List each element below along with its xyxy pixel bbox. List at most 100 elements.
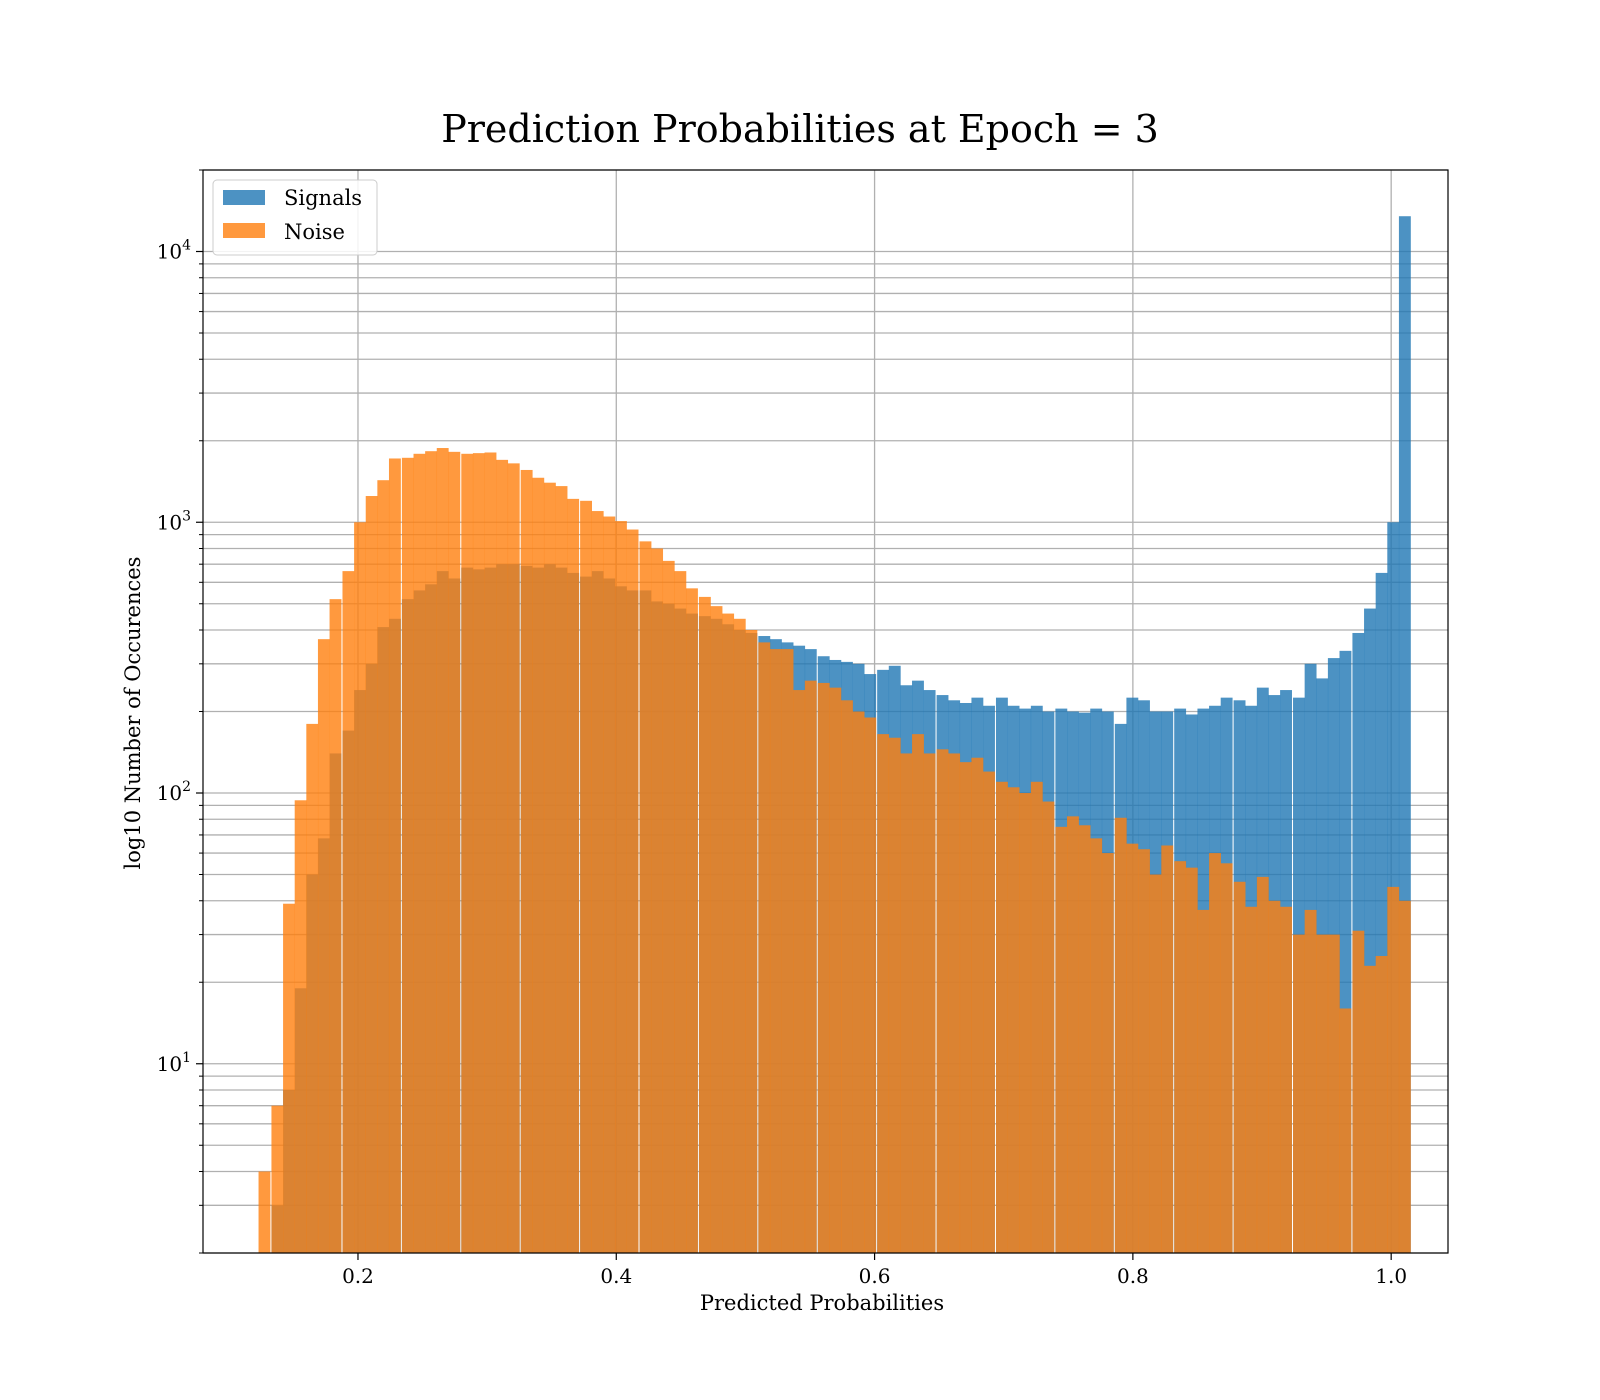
bar-noise	[1030, 781, 1043, 1253]
bar-noise	[804, 680, 817, 1253]
bar-noise	[603, 516, 616, 1253]
bar-noise	[710, 606, 723, 1253]
y-axis-label: log10 Number of Occurences	[121, 557, 145, 870]
bar-noise	[651, 548, 664, 1253]
bar-noise	[448, 451, 461, 1253]
bar-noise	[484, 452, 497, 1253]
bar-noise	[674, 571, 687, 1253]
histogram-bars	[258, 216, 1411, 1254]
bar-noise	[1078, 825, 1091, 1253]
bar-signals	[1364, 608, 1376, 1253]
bar-noise	[1316, 934, 1329, 1253]
bar-noise	[425, 451, 438, 1253]
bar-noise	[1233, 881, 1246, 1253]
bar-noise	[258, 1171, 271, 1253]
bar-noise	[995, 781, 1008, 1253]
bar-noise	[591, 511, 604, 1253]
bar-noise	[852, 711, 865, 1253]
bar-noise	[1352, 930, 1365, 1253]
bar-noise	[1398, 900, 1411, 1253]
x-tick-label: 0.2	[342, 1264, 374, 1288]
bar-noise	[626, 529, 639, 1253]
bar-signals	[1375, 572, 1388, 1253]
bar-noise	[1293, 934, 1305, 1253]
legend-label-noise: Noise	[284, 220, 345, 244]
legend-swatch-noise	[223, 223, 265, 238]
bar-noise	[532, 477, 545, 1253]
x-tick-label: 0.8	[1117, 1264, 1149, 1288]
bar-noise	[507, 463, 520, 1253]
bar-noise	[472, 453, 485, 1253]
y-tick-label: 104	[157, 238, 191, 264]
y-tick-label: 101	[157, 1050, 191, 1076]
bar-noise	[948, 753, 961, 1253]
bar-noise	[329, 599, 342, 1253]
y-tick-label: 102	[157, 779, 191, 805]
bar-noise	[1101, 853, 1114, 1253]
bar-noise	[354, 522, 366, 1253]
bar-noise	[365, 496, 378, 1253]
bar-noise	[758, 642, 771, 1253]
bar-noise	[1126, 843, 1139, 1253]
bar-noise	[864, 717, 877, 1253]
bar-noise	[377, 480, 390, 1253]
bar-noise	[1209, 853, 1221, 1253]
bar-noise	[698, 596, 711, 1253]
bar-noise	[1149, 874, 1162, 1253]
x-tick-label: 0.6	[859, 1264, 891, 1288]
bar-noise	[614, 521, 627, 1253]
bar-noise	[1280, 906, 1292, 1253]
bar-noise	[1375, 956, 1388, 1253]
bar-noise	[294, 800, 307, 1253]
bar-noise	[1304, 909, 1317, 1253]
bar-noise	[793, 690, 806, 1253]
bar-noise	[1268, 900, 1281, 1253]
bar-noise	[1245, 906, 1258, 1253]
bar-noise	[1114, 817, 1127, 1253]
bar-noise	[1197, 909, 1210, 1253]
bar-noise	[1174, 861, 1187, 1253]
bar-noise	[923, 753, 936, 1253]
bar-noise	[1327, 934, 1340, 1253]
bar-noise	[829, 687, 842, 1253]
bar-noise	[306, 723, 319, 1253]
bar-noise	[1067, 816, 1079, 1253]
bar-noise	[496, 459, 509, 1253]
bar-noise	[1090, 838, 1103, 1253]
bar-noise	[436, 448, 449, 1253]
bar-noise	[1387, 886, 1400, 1253]
bar-noise	[1019, 793, 1032, 1253]
bar-noise	[840, 700, 853, 1253]
bar-noise	[888, 737, 901, 1253]
bar-noise	[317, 639, 330, 1253]
bar-noise	[1042, 801, 1055, 1253]
bar-signals	[1339, 650, 1352, 1253]
legend-swatch-signals	[223, 190, 265, 205]
bar-noise	[817, 682, 830, 1253]
bar-noise	[877, 734, 890, 1253]
bar-noise	[1185, 867, 1198, 1253]
chart-title: Prediction Probabilities at Epoch = 3	[441, 107, 1159, 151]
bar-noise	[912, 734, 924, 1253]
bar-noise	[1220, 863, 1233, 1253]
bar-noise	[1007, 787, 1020, 1253]
bar-noise	[686, 588, 698, 1253]
bar-noise	[745, 629, 758, 1253]
x-tick-label: 1.0	[1375, 1264, 1407, 1288]
bar-noise	[342, 571, 355, 1253]
series-noise-bars	[258, 448, 1411, 1254]
bar-signals	[1398, 216, 1411, 1253]
bar-noise	[271, 1105, 284, 1253]
bar-noise	[567, 498, 580, 1253]
bar-noise	[413, 453, 426, 1253]
bar-noise	[971, 757, 984, 1253]
bar-noise	[722, 613, 735, 1253]
bar-noise	[781, 649, 794, 1253]
bar-noise	[733, 618, 746, 1253]
bar-noise	[1339, 1008, 1352, 1253]
bar-noise	[283, 903, 295, 1253]
bar-noise	[555, 486, 568, 1253]
legend: Signals Noise	[212, 179, 378, 256]
bar-noise	[461, 453, 474, 1253]
